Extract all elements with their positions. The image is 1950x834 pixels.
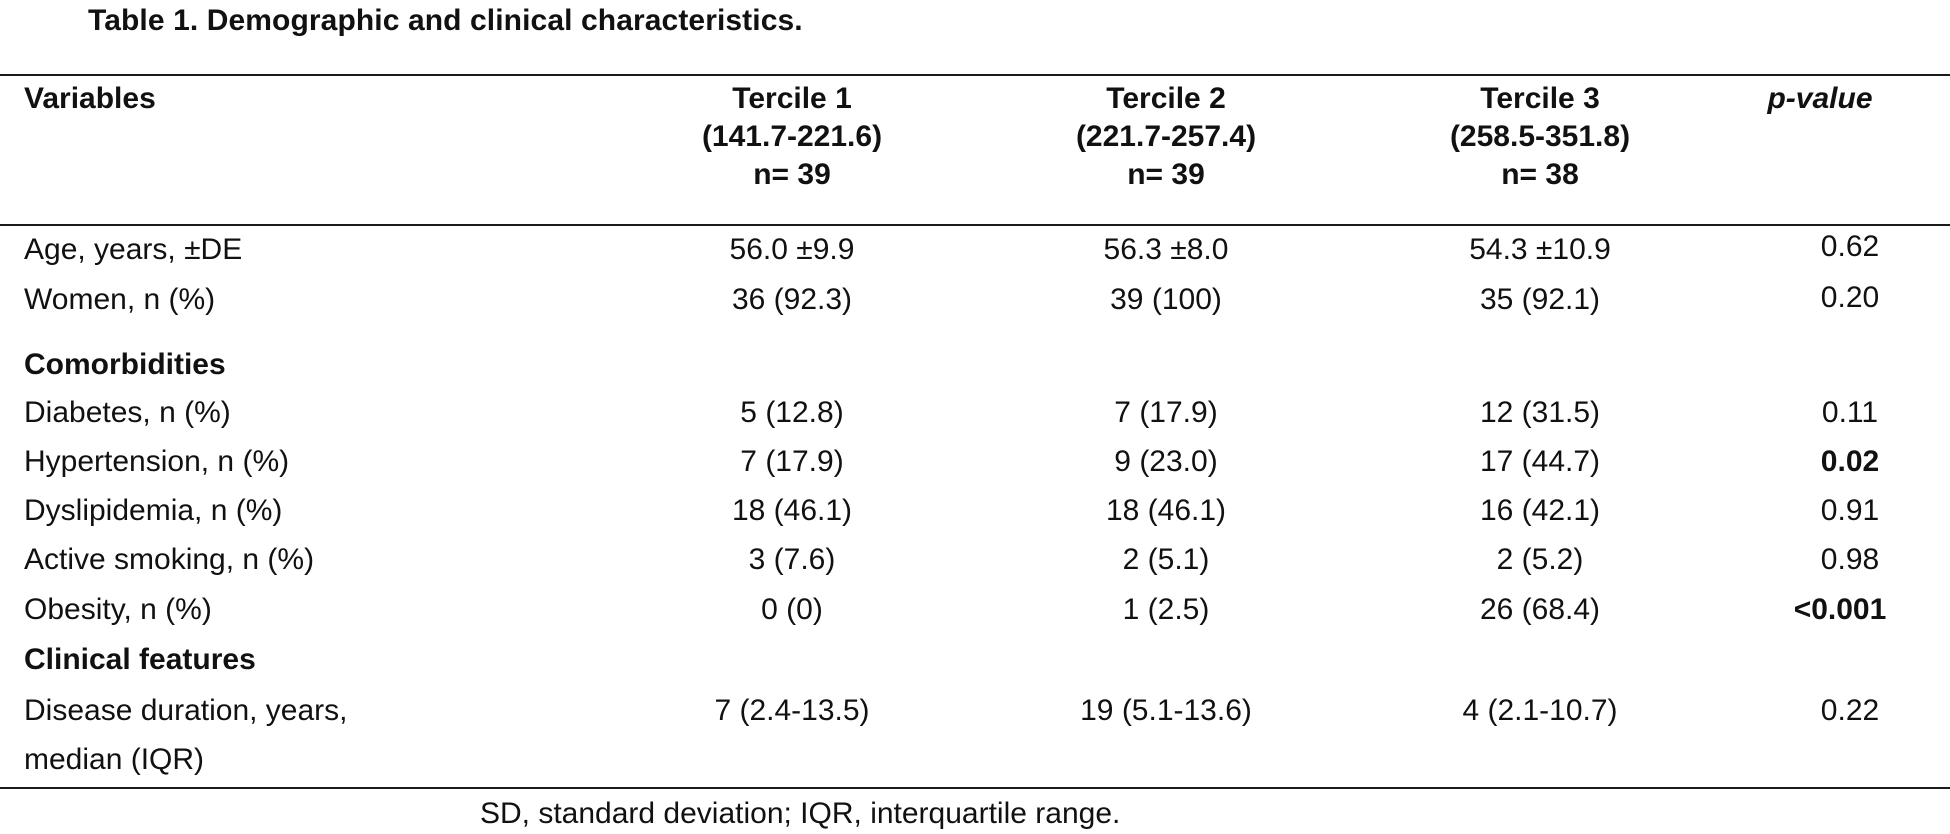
header-tercile-2-name: Tercile 2 bbox=[1106, 82, 1226, 115]
cell-hypertension-t1: 7 (17.9) bbox=[740, 445, 844, 478]
row-label-dyslipidemia: Dyslipidemia, n (%) bbox=[24, 494, 283, 527]
cell-smoking-t3: 2 (5.2) bbox=[1496, 543, 1584, 576]
cell-dyslipidemia-t2: 18 (46.1) bbox=[1105, 494, 1227, 527]
cell-hypertension-t3: 17 (44.7) bbox=[1479, 445, 1601, 478]
row-label-obesity: Obesity, n (%) bbox=[24, 593, 212, 626]
cell-obesity-t3: 26 (68.4) bbox=[1479, 593, 1601, 626]
row-label-active-smoking: Active smoking, n (%) bbox=[24, 543, 315, 576]
row-label-hypertension: Hypertension, n (%) bbox=[24, 445, 290, 478]
header-tercile-1-range: (141.7-221.6) bbox=[701, 120, 883, 153]
header-tercile-3-range: (258.5-351.8) bbox=[1449, 120, 1631, 153]
cell-hypertension-pvalue: 0.02 bbox=[1820, 445, 1880, 478]
cell-duration-pvalue: 0.22 bbox=[1820, 694, 1880, 727]
header-tercile-2-range: (221.7-257.4) bbox=[1075, 120, 1257, 153]
header-pvalue: p-value bbox=[1767, 82, 1873, 115]
top-rule bbox=[0, 74, 1950, 76]
header-tercile-3-n: n= 38 bbox=[1501, 158, 1579, 191]
cell-women-t1: 36 (92.3) bbox=[731, 283, 853, 316]
cell-obesity-t2: 1 (2.5) bbox=[1122, 593, 1210, 626]
header-tercile-1-n: n= 39 bbox=[753, 158, 831, 191]
header-tercile-3: Tercile 3 (258.5-351.8) n= 38 bbox=[1375, 80, 1705, 194]
header-tercile-1-name: Tercile 1 bbox=[732, 82, 852, 115]
cell-smoking-t2: 2 (5.1) bbox=[1122, 543, 1210, 576]
cell-dyslipidemia-t1: 18 (46.1) bbox=[731, 494, 853, 527]
table-footnote: SD, standard deviation; IQR, interquarti… bbox=[480, 797, 1121, 830]
header-tercile-3-name: Tercile 3 bbox=[1480, 82, 1600, 115]
cell-hypertension-t2: 9 (23.0) bbox=[1114, 445, 1218, 478]
table-title: Table 1. Demographic and clinical charac… bbox=[88, 4, 803, 37]
bottom-rule bbox=[0, 787, 1950, 789]
cell-age-t3: 54.3 ±10.9 bbox=[1469, 233, 1611, 266]
header-tercile-2-n: n= 39 bbox=[1127, 158, 1205, 191]
cell-diabetes-pvalue: 0.11 bbox=[1821, 396, 1879, 429]
cell-duration-t2: 19 (5.1-13.6) bbox=[1080, 694, 1252, 727]
cell-obesity-t1: 0 (0) bbox=[761, 593, 823, 626]
section-clinical-features: Clinical features bbox=[24, 643, 256, 676]
row-label-women: Women, n (%) bbox=[24, 283, 216, 316]
cell-women-t3: 35 (92.1) bbox=[1479, 283, 1601, 316]
row-label-age: Age, years, ±DE bbox=[24, 233, 243, 266]
cell-dyslipidemia-pvalue: 0.91 bbox=[1820, 494, 1880, 527]
cell-diabetes-t2: 7 (17.9) bbox=[1114, 396, 1218, 429]
row-label-disease-duration-line2: median (IQR) bbox=[24, 743, 205, 776]
header-tercile-1: Tercile 1 (141.7-221.6) n= 39 bbox=[627, 80, 957, 194]
cell-age-t2: 56.3 ±8.0 bbox=[1103, 233, 1229, 266]
row-label-diabetes: Diabetes, n (%) bbox=[24, 396, 231, 429]
cell-age-pvalue: 0.62 bbox=[1820, 230, 1880, 263]
cell-smoking-t1: 3 (7.6) bbox=[748, 543, 836, 576]
cell-smoking-pvalue: 0.98 bbox=[1820, 543, 1880, 576]
cell-duration-t1: 7 (2.4-13.5) bbox=[714, 694, 870, 727]
row-label-disease-duration: Disease duration, years, bbox=[24, 694, 348, 727]
header-variables: Variables bbox=[24, 82, 156, 115]
header-rule bbox=[0, 224, 1950, 226]
cell-diabetes-t3: 12 (31.5) bbox=[1479, 396, 1601, 429]
cell-obesity-pvalue: <0.001 bbox=[1793, 593, 1887, 626]
cell-women-t2: 39 (100) bbox=[1110, 283, 1222, 316]
cell-women-pvalue: 0.20 bbox=[1820, 281, 1880, 314]
cell-age-t1: 56.0 ±9.9 bbox=[729, 233, 855, 266]
cell-duration-t3: 4 (2.1-10.7) bbox=[1462, 694, 1618, 727]
cell-diabetes-t1: 5 (12.8) bbox=[740, 396, 844, 429]
section-comorbidities: Comorbidities bbox=[24, 348, 226, 381]
header-tercile-2: Tercile 2 (221.7-257.4) n= 39 bbox=[1001, 80, 1331, 194]
cell-dyslipidemia-t3: 16 (42.1) bbox=[1479, 494, 1601, 527]
